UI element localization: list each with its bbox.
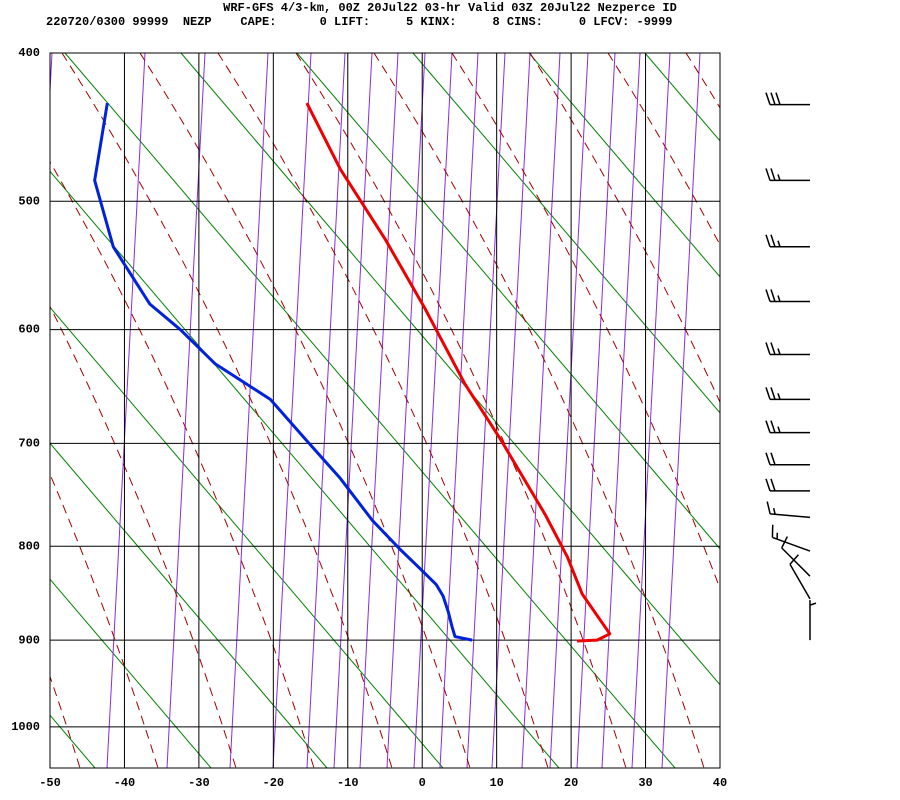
moist-adiabat bbox=[451, 53, 720, 590]
x-tick-label: -50 bbox=[39, 776, 61, 790]
wind-barb bbox=[809, 600, 817, 641]
dry-adiabat bbox=[50, 170, 560, 768]
x-tick-label: 20 bbox=[564, 776, 578, 790]
mixing-line bbox=[359, 53, 399, 768]
grid bbox=[49, 52, 721, 768]
dry-adiabat bbox=[50, 714, 96, 768]
wind-barb bbox=[765, 387, 810, 401]
wind-barb bbox=[765, 92, 810, 106]
profile-line bbox=[305, 102, 612, 643]
wind-barb bbox=[765, 478, 810, 492]
moist-adiabat bbox=[842, 53, 900, 768]
mixing-line bbox=[386, 53, 426, 768]
dry-adiabat bbox=[50, 306, 444, 768]
moist-adiabat bbox=[61, 53, 393, 768]
y-tick-label: 700 bbox=[18, 437, 40, 451]
y-tick-label: 500 bbox=[18, 194, 40, 208]
profiles bbox=[93, 102, 612, 643]
x-tick-label: 30 bbox=[638, 776, 652, 790]
mixing-line bbox=[661, 53, 701, 768]
chart-title: WRF-GFS 4/3-km, 00Z 20Jul22 03-hr Valid … bbox=[223, 1, 677, 15]
mixing-line bbox=[576, 53, 616, 768]
dry-adiabat bbox=[761, 53, 900, 768]
moist-adiabat bbox=[373, 53, 705, 768]
mixing-line bbox=[521, 53, 561, 768]
moist-adiabat bbox=[764, 53, 900, 768]
x-tick-label: 0 bbox=[419, 776, 426, 790]
y-tick-label: 400 bbox=[18, 46, 40, 60]
dry-adiabat bbox=[412, 53, 720, 414]
y-tick-label: 900 bbox=[18, 633, 40, 647]
y-tick-label: 1000 bbox=[11, 720, 40, 734]
mixing-line bbox=[631, 53, 671, 768]
x-tick-label: 40 bbox=[713, 776, 727, 790]
mixing-line bbox=[50, 53, 53, 101]
dry-adiabat bbox=[50, 442, 328, 768]
mixing-line bbox=[466, 53, 506, 768]
mixing-line bbox=[491, 53, 531, 768]
wind-barb bbox=[771, 524, 811, 552]
profile-line bbox=[93, 102, 473, 642]
x-tick-label: -20 bbox=[263, 776, 285, 790]
dry-adiabat bbox=[50, 578, 212, 768]
wind-barb bbox=[781, 536, 811, 577]
moist-adiabat bbox=[0, 53, 2, 768]
dry-adiabat bbox=[877, 53, 900, 768]
wind-barb bbox=[765, 289, 810, 303]
wind-barb bbox=[765, 452, 810, 466]
dry-adiabat bbox=[296, 53, 720, 550]
wind-barb bbox=[765, 420, 810, 434]
mixing-line bbox=[333, 53, 373, 768]
wind-barb bbox=[766, 501, 811, 519]
mixing-line bbox=[549, 53, 589, 768]
x-tick-label: -10 bbox=[337, 776, 359, 790]
moist-adiabat bbox=[607, 53, 720, 246]
mixing-line bbox=[272, 53, 312, 768]
x-tick-label: -30 bbox=[188, 776, 210, 790]
wind-barb bbox=[765, 234, 810, 248]
dry-adiabat bbox=[644, 53, 720, 142]
y-tick-label: 600 bbox=[18, 323, 40, 337]
mixing-line bbox=[306, 53, 346, 768]
x-tick-label: -40 bbox=[114, 776, 136, 790]
moist-adiabat bbox=[529, 53, 720, 404]
moist-adiabat bbox=[217, 53, 549, 768]
moist-adiabat bbox=[50, 675, 81, 768]
wind-barb bbox=[765, 168, 810, 182]
y-tick-label: 800 bbox=[18, 539, 40, 553]
chart-subtitle: 220720/0300 99999 NEZP CAPE: 0 LIFT: 5 K… bbox=[46, 15, 673, 29]
moist-adiabat bbox=[50, 160, 315, 768]
reference-lines bbox=[0, 53, 900, 768]
wind-barb bbox=[789, 554, 811, 600]
mixing-line bbox=[439, 53, 479, 768]
plot-frame bbox=[49, 52, 721, 769]
moist-adiabat bbox=[295, 53, 627, 768]
dry-adiabat bbox=[528, 53, 720, 278]
moist-adiabat bbox=[50, 473, 159, 768]
mixing-line bbox=[229, 53, 269, 768]
mixing-line bbox=[106, 53, 146, 768]
moist-adiabat bbox=[50, 305, 237, 768]
x-tick-label: 10 bbox=[489, 776, 503, 790]
dry-adiabat bbox=[64, 53, 676, 768]
wind-barb bbox=[765, 342, 810, 356]
mixing-line bbox=[601, 53, 641, 768]
